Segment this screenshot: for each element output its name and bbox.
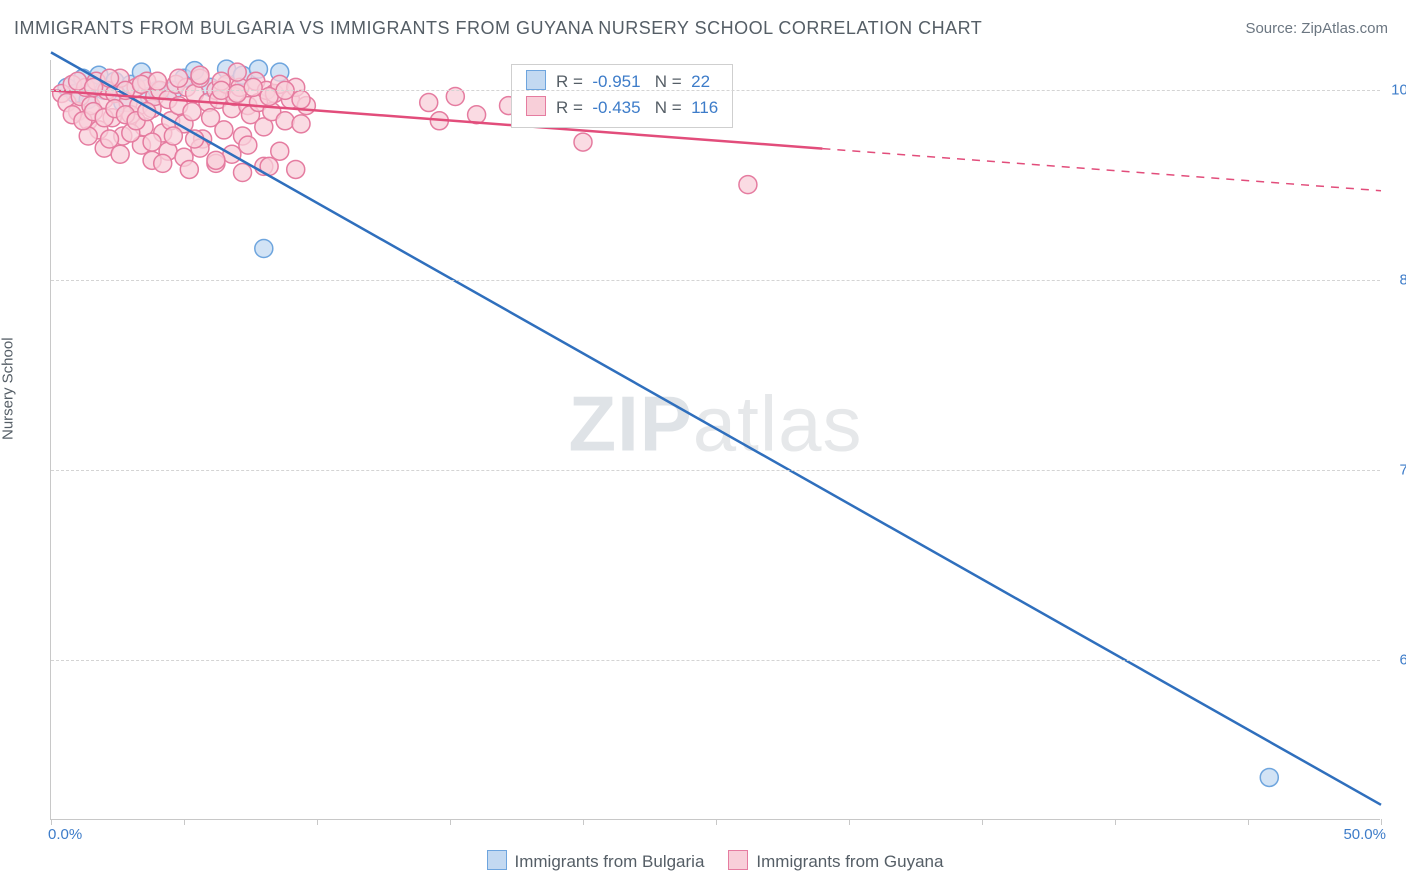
y-tick-label: 75.0% (1386, 462, 1406, 479)
legend-bottom: Immigrants from Bulgaria Immigrants from … (0, 850, 1406, 872)
y-tick-label: 62.5% (1386, 652, 1406, 669)
x-tick-mark (184, 819, 185, 825)
x-tick-max: 50.0% (1343, 826, 1386, 843)
x-tick-mark (716, 819, 717, 825)
x-tick-mark (849, 819, 850, 825)
chart-title: IMMIGRANTS FROM BULGARIA VS IMMIGRANTS F… (14, 18, 982, 39)
legend-label: Immigrants from Bulgaria (515, 852, 705, 871)
x-tick-mark (1381, 819, 1382, 825)
gridline (51, 470, 1380, 471)
x-tick-min: 0.0% (48, 826, 82, 843)
gridline (51, 90, 1380, 91)
x-tick-mark (982, 819, 983, 825)
plot-area: ZIPatlas R = -0.951 N = 22R = -0.435 N =… (50, 60, 1380, 820)
y-axis-label: Nursery School (0, 337, 17, 440)
stats-row: R = -0.435 N = 116 (526, 95, 718, 121)
legend-label: Immigrants from Guyana (756, 852, 943, 871)
plot-svg (51, 60, 1380, 819)
stats-box: R = -0.951 N = 22R = -0.435 N = 116 (511, 64, 733, 128)
y-tick-label: 87.5% (1386, 272, 1406, 289)
legend-swatch (487, 850, 507, 870)
x-tick-mark (450, 819, 451, 825)
legend-swatch (728, 850, 748, 870)
x-tick-mark (583, 819, 584, 825)
x-tick-mark (1115, 819, 1116, 825)
x-tick-mark (51, 819, 52, 825)
gridline (51, 280, 1380, 281)
x-tick-mark (317, 819, 318, 825)
source-label: Source: ZipAtlas.com (1245, 20, 1388, 37)
x-tick-mark (1248, 819, 1249, 825)
y-tick-label: 100.0% (1386, 82, 1406, 99)
gridline (51, 660, 1380, 661)
